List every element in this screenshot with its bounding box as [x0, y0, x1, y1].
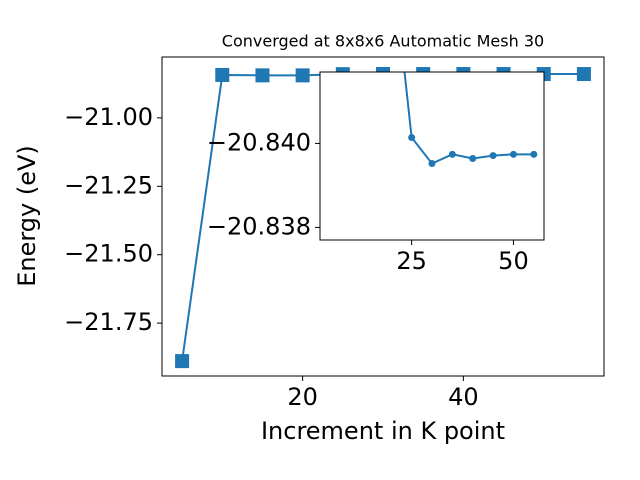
marker	[576, 67, 591, 82]
y-tick-label: −21.00	[64, 103, 153, 131]
inset-background	[320, 72, 544, 240]
x-tick-label: 20	[287, 383, 318, 411]
marker	[408, 134, 416, 142]
marker	[215, 67, 230, 82]
inset-plot	[347, 14, 538, 168]
x-tick-label: 25	[396, 247, 427, 275]
y-tick-label: −21.50	[64, 240, 153, 268]
marker	[347, 14, 354, 21]
x-tick-label: 40	[448, 383, 479, 411]
inset-ticks: 25 50 −20.840 −20.838	[207, 128, 529, 275]
marker	[469, 155, 477, 163]
y-tick-label: −20.840	[207, 128, 311, 156]
y-tick-label: −21.25	[64, 171, 153, 199]
y-tick-label: −21.75	[64, 308, 153, 336]
marker	[509, 150, 517, 158]
y-tick-label: −20.838	[207, 212, 311, 240]
marker	[255, 68, 270, 83]
marker	[530, 150, 538, 158]
marker	[295, 68, 310, 83]
y-axis-label: Energy (eV)	[13, 145, 41, 287]
marker	[489, 152, 497, 160]
inset-frame	[319, 71, 545, 241]
marker	[175, 354, 190, 369]
marker	[448, 150, 456, 158]
x-axis-label: Increment in K point	[261, 417, 505, 445]
chart-title: Converged at 8x8x6 Automatic Mesh 30	[222, 32, 544, 51]
marker	[428, 160, 436, 168]
main-frame	[161, 56, 605, 377]
x-tick-label: 50	[498, 247, 529, 275]
ticks: 20 40 −21.75 −21.50 −21.25 −21.00	[64, 103, 478, 411]
